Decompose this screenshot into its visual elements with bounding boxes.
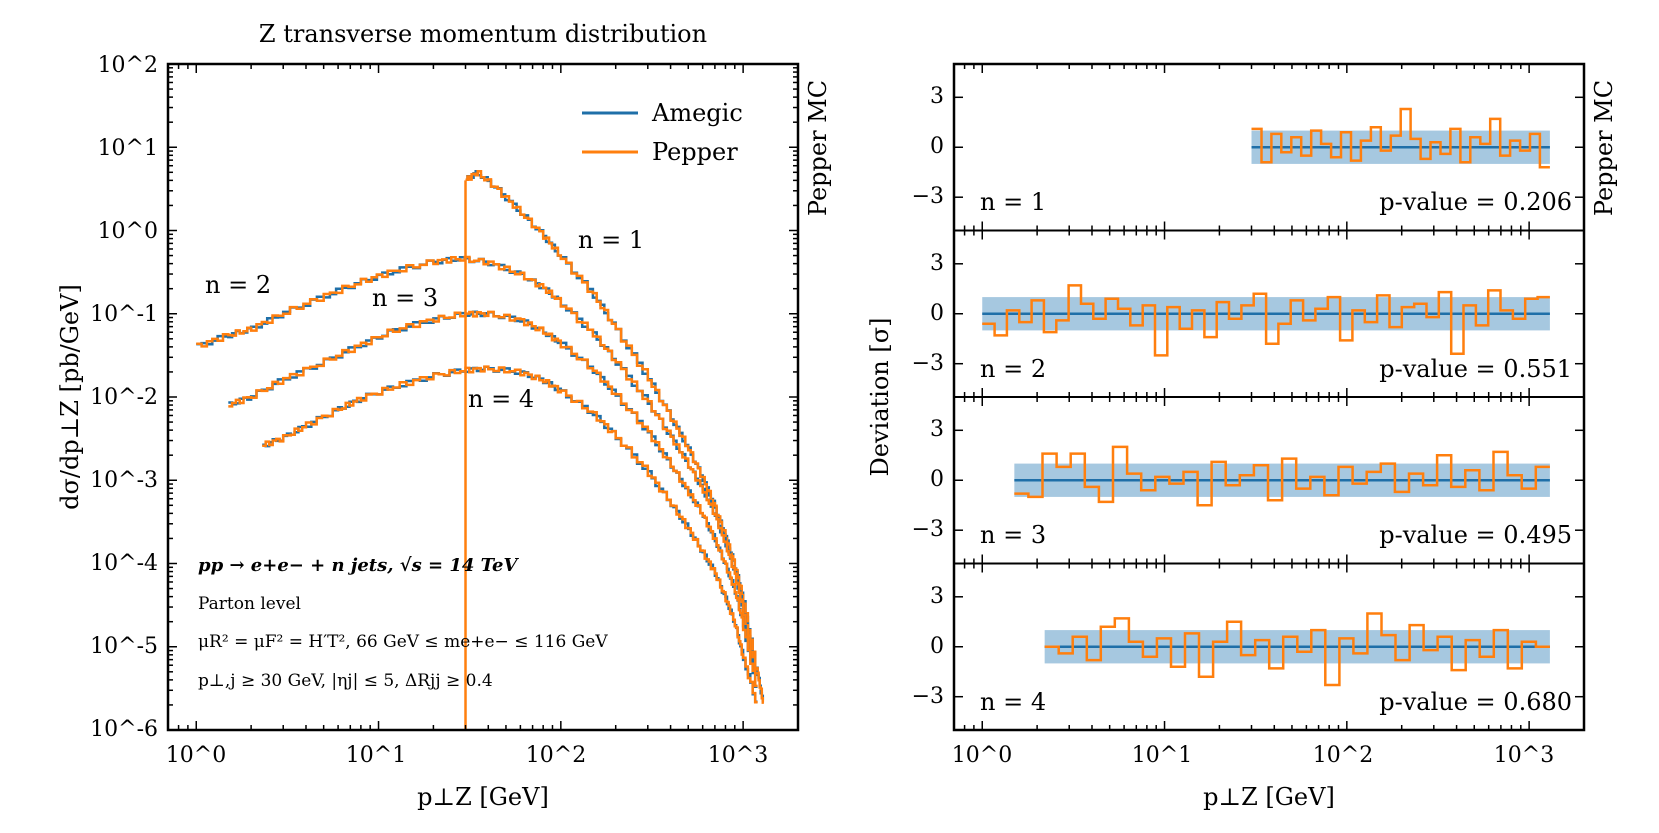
- panel-pvalue-n2: p-value = 0.551: [1379, 355, 1572, 383]
- y-tick-label: −3: [912, 351, 944, 376]
- scale-annotation: μR² = μF² = H′T², 66 GeV ≤ me+e− ≤ 116 G…: [198, 632, 608, 652]
- series-label-n1: n = 1: [578, 226, 644, 254]
- y-tick-label: 10^-1: [90, 302, 158, 327]
- pepper-series-line: [262, 365, 758, 704]
- legend: Amegic Pepper: [582, 99, 743, 166]
- right-panels-group: [982, 107, 1550, 687]
- y-tick-label: 3: [930, 251, 944, 276]
- y-tick-label: 0: [930, 634, 944, 659]
- y-tick-label: 10^2: [98, 53, 158, 78]
- right-y-axis-label: Deviation [σ]: [866, 318, 894, 477]
- deviation-line: [982, 284, 1550, 357]
- right-side-label: Pepper MC: [1590, 80, 1618, 216]
- legend-label-pepper: Pepper: [652, 138, 738, 166]
- y-tick-label: 0: [930, 301, 944, 326]
- x-tick-label: 10^3: [1494, 743, 1554, 768]
- x-tick-label: 10^0: [952, 743, 1012, 768]
- left-plot-title: Z transverse momentum distribution: [259, 20, 707, 48]
- left-ticks: [167, 63, 799, 731]
- deviation-line: [1251, 107, 1550, 169]
- x-tick-label: 10^0: [166, 743, 226, 768]
- y-tick-label: 0: [930, 467, 944, 492]
- right-y-tick-labels: 3 0 −3 3 0 −3 3 0 −3 3 0 −3: [912, 84, 944, 709]
- right-ticks: [953, 64, 1585, 730]
- panel-pvalue-n3: p-value = 0.495: [1379, 521, 1572, 549]
- panel-label-n2: n = 2: [980, 355, 1046, 383]
- y-tick-label: 0: [930, 134, 944, 159]
- y-tick-label: 3: [930, 84, 944, 109]
- deviation-panel: [1251, 107, 1550, 169]
- left-y-axis-label: dσ/dp⊥Z [pb/GeV]: [56, 284, 84, 510]
- left-x-tick-labels: 10^0 10^1 10^2 10^3: [166, 743, 768, 768]
- y-tick-label: 10^-2: [90, 385, 158, 410]
- panel-pvalue-n1: p-value = 0.206: [1379, 188, 1572, 216]
- panel-label-n1: n = 1: [980, 188, 1046, 216]
- right-x-axis-label: p⊥Z [GeV]: [1203, 783, 1335, 811]
- deviation-panel: [982, 284, 1550, 357]
- panel-label-n4: n = 4: [980, 688, 1046, 716]
- y-tick-label: 10^-6: [90, 717, 158, 742]
- y-tick-label: 10^-5: [90, 634, 158, 659]
- right-x-tick-labels: 10^0 10^1 10^2 10^3: [952, 743, 1554, 768]
- left-side-label: Pepper MC: [804, 80, 832, 216]
- y-tick-label: 3: [930, 584, 944, 609]
- y-tick-label: 10^-4: [90, 551, 158, 576]
- y-tick-label: 10^-3: [90, 468, 158, 493]
- x-tick-label: 10^1: [346, 743, 406, 768]
- left-x-axis-label: p⊥Z [GeV]: [417, 783, 549, 811]
- series-label-n4: n = 4: [468, 385, 534, 413]
- y-tick-label: −3: [912, 684, 944, 709]
- panel-pvalue-n4: p-value = 0.680: [1379, 688, 1572, 716]
- pepper-series-line: [196, 255, 758, 675]
- series-label-n3: n = 3: [372, 284, 438, 312]
- deviation-panel: [1044, 612, 1550, 687]
- y-tick-label: 10^0: [98, 219, 158, 244]
- x-tick-label: 10^1: [1132, 743, 1192, 768]
- left-series-group: [196, 170, 765, 730]
- y-tick-label: −3: [912, 184, 944, 209]
- y-tick-label: −3: [912, 517, 944, 542]
- left-plot: Z transverse momentum distribution 10^2 …: [56, 20, 832, 811]
- left-y-tick-labels: 10^2 10^1 10^0 10^-1 10^-2 10^-3 10^-4 1…: [90, 53, 158, 742]
- x-tick-label: 10^3: [708, 743, 768, 768]
- pepper-series-line: [228, 310, 758, 688]
- cuts-annotation: p⊥,j ≥ 30 GeV, |ηj| ≤ 5, ΔRjj ≥ 0.4: [198, 671, 493, 691]
- process-annotation: pp → e+e− + n jets, √s = 14 TeV: [198, 555, 519, 576]
- right-plot: 3 0 −3 3 0 −3 3 0 −3 3 0 −3 10^0 10^1 10…: [866, 62, 1618, 811]
- y-tick-label: 10^1: [98, 136, 158, 161]
- level-annotation: Parton level: [198, 594, 301, 614]
- deviation-panel: [1014, 445, 1550, 507]
- x-tick-label: 10^2: [1313, 743, 1373, 768]
- deviation-line: [1014, 445, 1550, 507]
- deviation-line: [1044, 612, 1550, 687]
- y-tick-label: 3: [930, 417, 944, 442]
- legend-label-amegic: Amegic: [651, 99, 743, 127]
- x-tick-label: 10^2: [526, 743, 586, 768]
- series-label-n2: n = 2: [205, 271, 271, 299]
- panel-label-n3: n = 3: [980, 521, 1046, 549]
- pepper-series-line: [465, 170, 765, 704]
